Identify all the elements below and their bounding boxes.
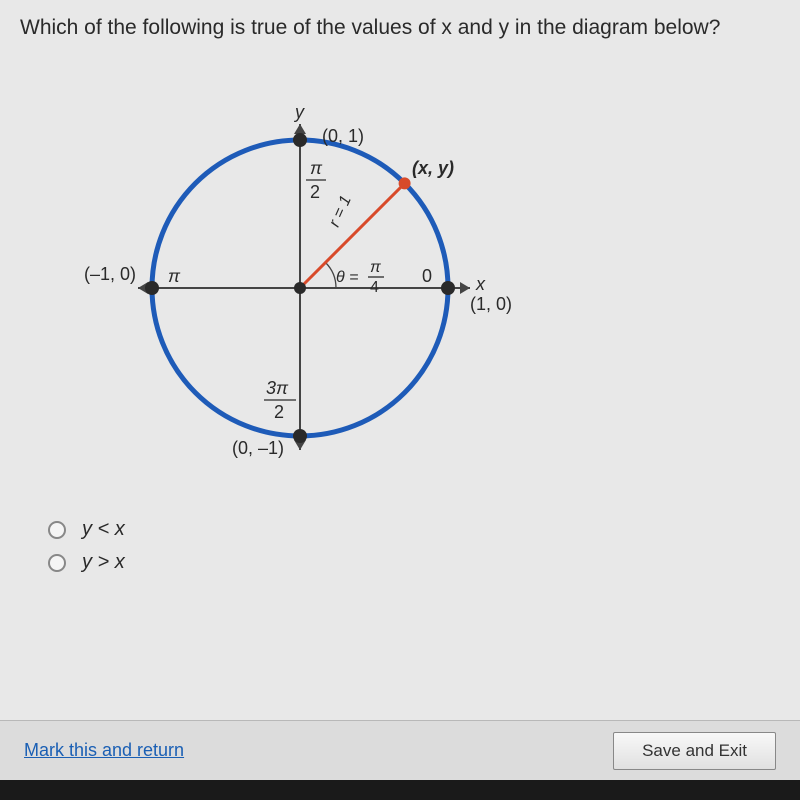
point-right (441, 281, 455, 295)
radius-label: r = 1 (326, 193, 355, 230)
point-left (145, 281, 159, 295)
answer-options: y < x y > x (48, 518, 780, 574)
angle-bottom-num: 3π (266, 378, 289, 398)
mark-return-link[interactable]: Mark this and return (24, 740, 184, 761)
theta-den: 4 (370, 279, 379, 296)
taskbar (0, 780, 800, 800)
label-left-point: (–1, 0) (84, 264, 136, 284)
angle-arc (326, 263, 337, 289)
angle-right-label: 0 (422, 266, 432, 286)
option-b[interactable]: y > x (48, 551, 780, 574)
label-xy-point: (x, y) (412, 158, 454, 178)
angle-left-label: π (168, 266, 181, 286)
theta-label: θ = (336, 269, 358, 286)
x-axis-arrow-right (460, 282, 470, 294)
point-top (293, 133, 307, 147)
x-axis-label: x (475, 274, 486, 294)
angle-top-den: 2 (310, 182, 320, 202)
question-text: Which of the following is true of the va… (20, 16, 780, 40)
option-a-label: y < x (82, 518, 125, 541)
radio-icon[interactable] (48, 554, 66, 572)
angle-bottom-den: 2 (274, 402, 284, 422)
y-axis-label: y (293, 102, 305, 122)
label-bottom-point: (0, –1) (232, 438, 284, 458)
content-area: Which of the following is true of the va… (0, 0, 800, 720)
diagram-svg: y x (0, 1) (1, 0) (0, –1) (–1, 0) (x, y)… (40, 68, 520, 488)
label-top-point: (0, 1) (322, 126, 364, 146)
unit-circle-diagram: y x (0, 1) (1, 0) (0, –1) (–1, 0) (x, y)… (40, 68, 520, 488)
point-bottom (293, 429, 307, 443)
option-a[interactable]: y < x (48, 518, 780, 541)
theta-num: π (370, 259, 381, 276)
radio-icon[interactable] (48, 521, 66, 539)
option-b-label: y > x (82, 551, 125, 574)
label-right-point: (1, 0) (470, 294, 512, 314)
point-xy (399, 177, 411, 189)
y-axis-arrow-up (294, 124, 306, 134)
bottom-bar: Mark this and return Save and Exit (0, 720, 800, 780)
angle-top-num: π (310, 158, 323, 178)
point-origin (294, 282, 306, 294)
save-exit-button[interactable]: Save and Exit (613, 732, 776, 770)
